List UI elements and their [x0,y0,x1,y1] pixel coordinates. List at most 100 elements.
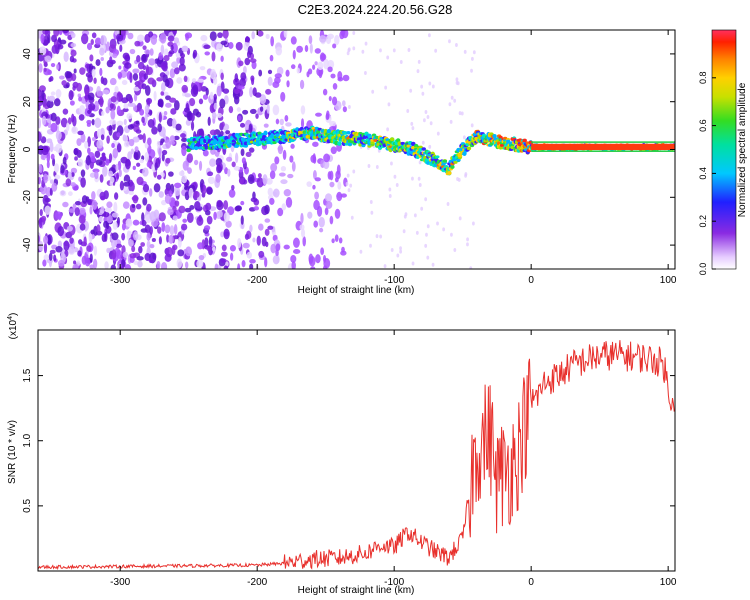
spectrogram-cell [267,187,273,196]
spectrogram-cell [369,199,373,204]
spectrogram-cell [223,228,230,240]
spectrogram-cell [266,103,270,114]
colorbar-tick-label: 0.0 [698,263,708,276]
spectrogram-cell [249,58,257,63]
spectrogram-cell [115,163,119,172]
spectrogram-cell [267,69,273,75]
spectrogram-cell [108,153,113,162]
colorbar-label: Normalized spectral amplitude [737,82,748,217]
spectrogram-cell [122,251,128,258]
spectrogram-cell [213,93,218,101]
spectrogram-cell [167,35,175,42]
spectrogram-cell [141,83,147,90]
spectrogram-cell [186,212,194,223]
spectrogram-cell [453,248,457,253]
spectrogram-cell [39,208,43,217]
spectrogram-cell [161,153,165,162]
spectrogram-cell [249,86,254,98]
spectrogram-cell [134,40,141,47]
spectrogram-cell [113,91,118,97]
spectrogram-cell [245,151,252,157]
spectrogram-cell [285,122,292,127]
spectrogram-cell [192,49,198,58]
spectrogram-cell [70,167,78,174]
spectrogram-cell [458,216,462,221]
spectrogram-cell [74,207,80,217]
spectrogram-cell [207,171,214,177]
spectrogram-cell [277,207,284,217]
spectrogram-cell [144,49,151,55]
spectrogram-cell [211,111,217,120]
spectrogram-cell [428,81,432,86]
spectrogram-cell [165,102,172,108]
spectrogram-cell [125,218,133,228]
spectrogram-cell [74,201,81,206]
spectrogram-cell [312,170,317,180]
spectrogram-cell [242,109,249,115]
spectrogram-cell [106,135,110,144]
spectrogram-cell [159,72,166,78]
spectrogram-cell [76,82,83,92]
spectrogram-cell [431,84,435,89]
spectrogram-cell [111,249,117,260]
spectrogram-cell [335,170,341,180]
spectrogram-cell [62,201,69,208]
spectrogram-cell [43,235,49,244]
spectrogram-cell [367,164,371,169]
spectrogram-cell [160,199,167,206]
spectrogram-cell [164,224,171,234]
spectrogram-cell [426,255,430,260]
spectrogram-cell [424,243,428,248]
spectrogram-cell [142,197,148,206]
spectrogram-cell [124,30,129,36]
spectrogram-cell [388,187,392,192]
spectrogram-cell [198,98,204,105]
spectrogram-cell [324,193,333,202]
spectrogram-cell [249,108,257,114]
spectrogram-cell [91,118,95,126]
spectrogram-cell [257,30,264,37]
spectrogram-cell [314,177,321,182]
spectrogram-cell [57,259,65,267]
spectrogram-cell [141,116,145,123]
snr-y-tick-label: 0.5 [22,498,33,512]
spectrogram-cell [50,153,55,160]
spectrogram-cell [87,109,92,115]
spectrogram-cell [285,197,293,208]
spectrogram-cell [334,234,339,242]
spectrogram-cell [177,237,182,248]
spectrogram-cell [99,96,104,108]
spectrogram-cell [147,118,155,128]
spectrogram-cell [312,184,316,190]
spectrogram-cell [174,182,182,189]
spectrogram-cell [200,34,208,42]
spectrogram-cell [370,210,374,215]
spectrogram-cell [106,41,110,52]
spectral-ridge-cell [492,133,497,139]
spectrogram-cell [342,100,346,107]
spectral-ridge-cell [462,151,467,156]
spectrogram-cell [330,146,337,155]
spectrogram-cell [417,59,421,64]
spectrogram-cell [50,63,56,68]
spectrogram-cell [274,73,282,79]
spectrogram-cell [38,217,43,229]
spectrogram-cell [426,224,430,229]
spectrogram-cell [133,231,139,241]
spectrogram-cell [240,148,245,157]
spectrogram-cell [131,204,136,209]
spectrogram-cell [160,44,165,55]
spectrogram-cell [175,52,181,58]
spectral-ridge-edge [531,150,675,152]
spectrogram-cell [309,43,313,54]
spectrogram-cell [77,93,82,98]
spectrogram-cell [136,162,141,167]
spectrogram-cell [269,197,275,205]
spectrogram-cell [299,79,305,90]
spectrogram-cell [63,51,69,62]
spectrogram-cell [421,91,425,96]
spectrogram-cell [111,142,115,149]
spectrogram-cell [55,89,62,99]
spectrogram-cell [141,212,145,223]
spectrogram-cell [186,153,194,163]
